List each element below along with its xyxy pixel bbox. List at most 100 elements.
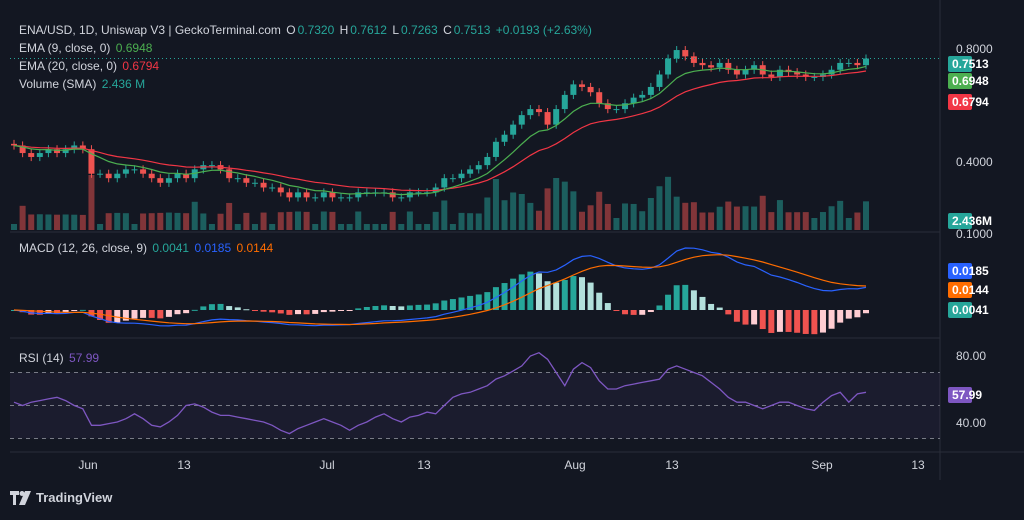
candle-body (475, 165, 482, 170)
macd-histogram-bar (811, 310, 818, 335)
candle-body (45, 149, 52, 154)
macd-histogram-bar (269, 310, 276, 313)
candle-body (622, 103, 629, 110)
candle-body (656, 74, 663, 87)
macd-histogram-bar (329, 310, 336, 312)
ema20-line (13, 70, 867, 192)
macd-histogram-bar (398, 306, 405, 310)
candle-body (863, 58, 869, 66)
macd-histogram-bar (251, 310, 258, 311)
candle-body (97, 173, 104, 175)
macd-signal-badge: 0.0144 (948, 282, 989, 298)
macd-histogram-bar (837, 310, 844, 323)
candle-body (79, 145, 86, 150)
candle-body (251, 182, 258, 184)
volume-bar (79, 214, 86, 230)
volume-bar (811, 218, 818, 230)
volume-bar (226, 202, 233, 230)
volume-bar (415, 224, 422, 230)
volume-bar (751, 206, 758, 230)
ema9-value: 0.6948 (115, 41, 153, 55)
volume-legend: Volume (SMA) 2.436 M (19, 76, 147, 92)
candle-body (768, 74, 775, 77)
volume-bar (36, 214, 43, 230)
candle-body (510, 124, 517, 135)
candle-body (415, 192, 422, 194)
rsi-label: RSI (14) (19, 351, 64, 365)
candle-body (269, 187, 276, 189)
candle-body (544, 112, 551, 125)
volume-bar (716, 206, 723, 230)
macd-histogram-bar (62, 310, 69, 313)
macd-histogram-bar (79, 309, 86, 311)
macd-histogram-bar (122, 310, 129, 321)
candle-body (501, 134, 508, 142)
volume-bar (449, 224, 456, 230)
rsi-value: 57.99 (69, 351, 100, 365)
rsi-tick-40: 40.00 (956, 416, 987, 430)
macd-histogram-bar (208, 304, 215, 310)
volume-bar (269, 224, 276, 230)
candle-body (19, 145, 26, 154)
macd-histogram-bar (97, 310, 104, 320)
macd-histogram-bar (665, 294, 672, 310)
volume-bar (140, 213, 147, 230)
ema9-badge: 0.6948 (948, 73, 989, 89)
candle-body (828, 69, 835, 75)
macd-histogram-bar (286, 310, 293, 315)
volume-bar (97, 224, 104, 230)
candle-body (845, 62, 852, 64)
volume-bar (122, 213, 129, 230)
candle-body (794, 72, 801, 75)
volume-bar (510, 192, 517, 230)
volume-bar (183, 213, 190, 230)
macd-signal-value: 0.0144 (236, 241, 274, 255)
macd-histogram-bar (845, 310, 852, 319)
volume-bar (604, 203, 611, 230)
macd-histogram-bar (234, 307, 241, 310)
candle-body (458, 173, 465, 179)
macd-line-value: 0.0185 (194, 241, 232, 255)
macd-legend: MACD (12, 26, close, 9) 0.0041 0.0185 0.… (19, 240, 275, 256)
macd-histogram-bar (36, 310, 43, 315)
volume-bar (639, 211, 646, 230)
volume-bar (579, 211, 585, 230)
macd-histogram-bar (570, 276, 577, 310)
open-value: 0.7320 (297, 23, 335, 37)
volume-bar (845, 218, 852, 230)
ema9-legend: EMA (9, close, 0) 0.6948 (19, 40, 154, 56)
macd-histogram-bar (553, 282, 560, 310)
candle-body (140, 169, 147, 174)
macd-histogram-bar (355, 308, 362, 310)
volume-bar (165, 212, 172, 230)
candle-body (243, 178, 250, 183)
macd-histogram-bar (751, 310, 758, 325)
volume-bar (794, 212, 801, 230)
tradingview-logo[interactable]: TradingView (10, 490, 112, 505)
candle-body (776, 69, 783, 77)
macd-histogram-bar (346, 310, 353, 311)
volume-bar (355, 211, 362, 230)
volume-bar (596, 191, 603, 230)
macd-histogram-bar (432, 303, 439, 310)
time-label-jun: Jun (78, 458, 98, 472)
volume-bar (191, 201, 198, 230)
macd-histogram-bar (725, 310, 732, 315)
candle-body (260, 182, 267, 188)
macd-histogram-bar (733, 310, 740, 322)
macd-histogram-bar (105, 310, 112, 323)
volume-bar (708, 212, 715, 230)
ema9-line (13, 65, 867, 196)
candle-body (561, 94, 568, 110)
volume-bar (475, 213, 482, 230)
macd-histogram-bar (630, 310, 637, 315)
candle-body (424, 192, 431, 194)
candle-body (467, 169, 474, 174)
volume-bar (346, 224, 353, 230)
macd-histogram-bar (501, 283, 508, 310)
volume-bar (286, 211, 293, 230)
ema9-label: EMA (9, close, 0) (19, 41, 111, 55)
rsi-tick-80: 80.00 (956, 349, 987, 363)
volume-bar (174, 212, 181, 230)
